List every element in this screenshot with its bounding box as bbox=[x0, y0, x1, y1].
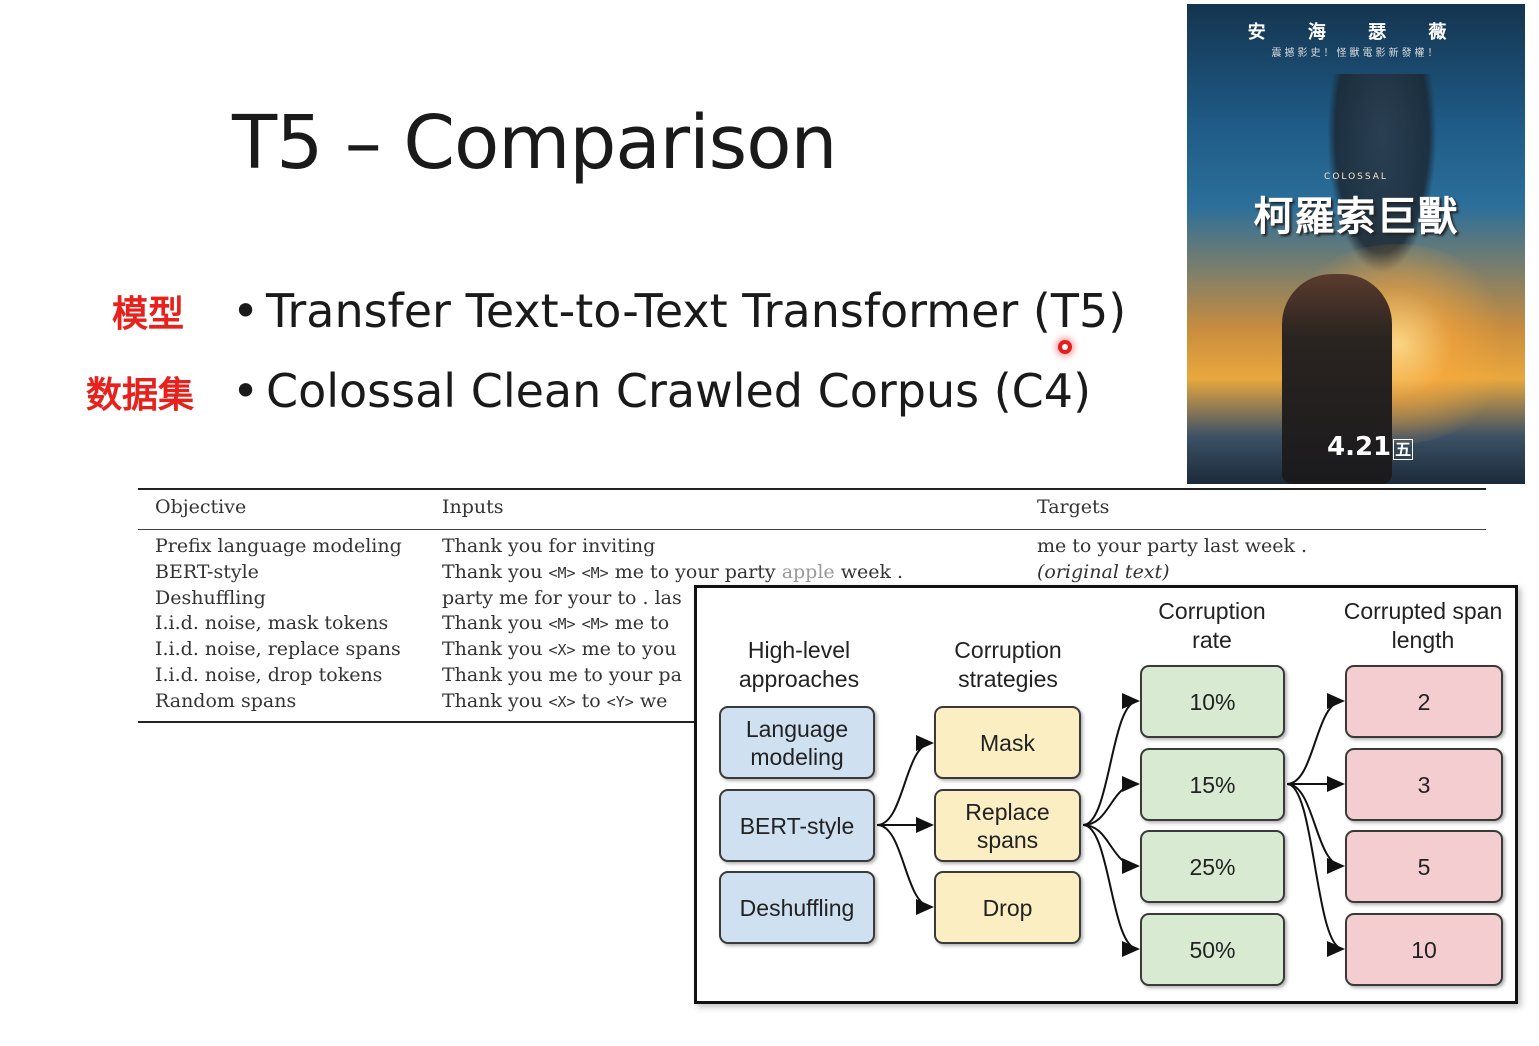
diagram-arrow bbox=[1286, 693, 1345, 785]
corruption-diagram: High-level approaches Corruption strateg… bbox=[694, 585, 1518, 1004]
bullet-c4: • Colossal Clean Crawled Corpus (C4) bbox=[232, 364, 1091, 418]
box-rate-50: 50% bbox=[1140, 913, 1285, 986]
table-cell-inputs: Thank you <X> to <Y> we bbox=[442, 689, 668, 712]
dataset-tag: 数据集 bbox=[86, 375, 195, 416]
table-bottom-rule bbox=[138, 721, 698, 723]
col-header-span-length: Corrupted span length bbox=[1343, 598, 1503, 653]
box-deshuffling: Deshuffling bbox=[719, 871, 875, 944]
box-rate-10: 10% bbox=[1140, 665, 1285, 738]
diagram-arrow bbox=[1286, 783, 1345, 957]
box-span-10: 10 bbox=[1345, 913, 1503, 986]
diagram-arrow bbox=[1286, 783, 1345, 874]
diagram-arrows bbox=[876, 693, 1345, 957]
table-cell-targets: me to your party last week . bbox=[1037, 535, 1308, 557]
poster-weekday: 五 bbox=[1393, 439, 1414, 460]
box-rate-15: 15% bbox=[1140, 748, 1285, 821]
diagram-arrow bbox=[1082, 824, 1140, 874]
box-span-3: 3 bbox=[1345, 748, 1503, 821]
box-bert-style: BERT-style bbox=[719, 789, 875, 862]
diagram-arrow bbox=[876, 824, 934, 915]
movie-poster: 安 海 瑟 薇 震撼影史！怪獸電影新發權！ COLOSSAL 柯羅索巨獸 4.2… bbox=[1187, 4, 1525, 484]
table-cell-inputs: Thank you <M> <M> me to your party apple… bbox=[442, 560, 904, 583]
table-cell-objective: Random spans bbox=[155, 689, 297, 712]
bullet-dot: • bbox=[232, 284, 260, 338]
bullet-t5-text: Transfer Text-to-Text Transformer (T5) bbox=[266, 284, 1127, 338]
box-span-2: 2 bbox=[1345, 665, 1503, 738]
table-header-objective: Objective bbox=[155, 496, 247, 518]
table-cell-objective: I.i.d. noise, drop tokens bbox=[155, 664, 383, 686]
table-header-targets: Targets bbox=[1037, 496, 1110, 518]
table-cell-objective: I.i.d. noise, replace spans bbox=[155, 638, 401, 661]
box-replace-spans: Replace spans bbox=[934, 789, 1081, 862]
poster-tagline: 震撼影史！怪獸電影新發權！ bbox=[1271, 48, 1441, 59]
col-header-approaches: High-level approaches bbox=[738, 637, 860, 692]
table-cell-targets: (original text) bbox=[1037, 560, 1170, 583]
table-cell-objective: I.i.d. noise, mask tokens bbox=[155, 612, 389, 635]
laser-pointer bbox=[1058, 340, 1072, 354]
poster-title: 柯羅索巨獸 bbox=[1253, 194, 1459, 240]
poster-person-figure bbox=[1282, 274, 1392, 484]
table-cell-inputs: party me for your to . las bbox=[442, 586, 682, 609]
table-header-inputs: Inputs bbox=[442, 496, 504, 518]
poster-date-value: 4.21 bbox=[1327, 432, 1392, 462]
slide-title: T5 – Comparison bbox=[232, 100, 837, 186]
table-top-rule bbox=[138, 488, 1486, 490]
box-language-modeling: Language modeling bbox=[719, 706, 875, 779]
bullet-dot: • bbox=[232, 364, 260, 418]
diagram-arrow bbox=[1082, 776, 1140, 826]
box-drop: Drop bbox=[934, 871, 1081, 944]
table-cell-objective: Prefix language modeling bbox=[155, 535, 402, 557]
poster-brand: COLOSSAL bbox=[1324, 172, 1388, 182]
diagram-arrow bbox=[1082, 824, 1140, 957]
box-mask: Mask bbox=[934, 706, 1081, 779]
col-header-rate: Corruption rate bbox=[1158, 598, 1266, 653]
bullet-t5: • Transfer Text-to-Text Transformer (T5) bbox=[232, 284, 1126, 338]
poster-actor-name: 安 海 瑟 薇 bbox=[1247, 22, 1465, 43]
table-cell-objective: Deshuffling bbox=[155, 586, 266, 609]
table-cell-inputs: Thank you me to your pa bbox=[442, 664, 682, 686]
table-header-rule bbox=[138, 529, 1486, 530]
table-cell-inputs: Thank you <X> me to you bbox=[442, 638, 677, 661]
poster-monster-figure bbox=[1327, 74, 1437, 274]
table-cell-inputs: Thank you for inviting bbox=[442, 535, 656, 557]
poster-date: 4.21 五 bbox=[1327, 432, 1414, 462]
box-rate-25: 25% bbox=[1140, 830, 1285, 903]
diagram-arrow bbox=[1082, 693, 1140, 826]
table-cell-objective: BERT-style bbox=[155, 560, 259, 583]
bullet-c4-text: Colossal Clean Crawled Corpus (C4) bbox=[266, 364, 1092, 418]
col-header-strategies: Corruption strategies bbox=[954, 637, 1062, 692]
model-tag: 模型 bbox=[112, 294, 185, 335]
diagram-arrow bbox=[876, 735, 934, 826]
table-cell-inputs: Thank you <M> <M> me to bbox=[442, 612, 670, 635]
box-span-5: 5 bbox=[1345, 830, 1503, 903]
